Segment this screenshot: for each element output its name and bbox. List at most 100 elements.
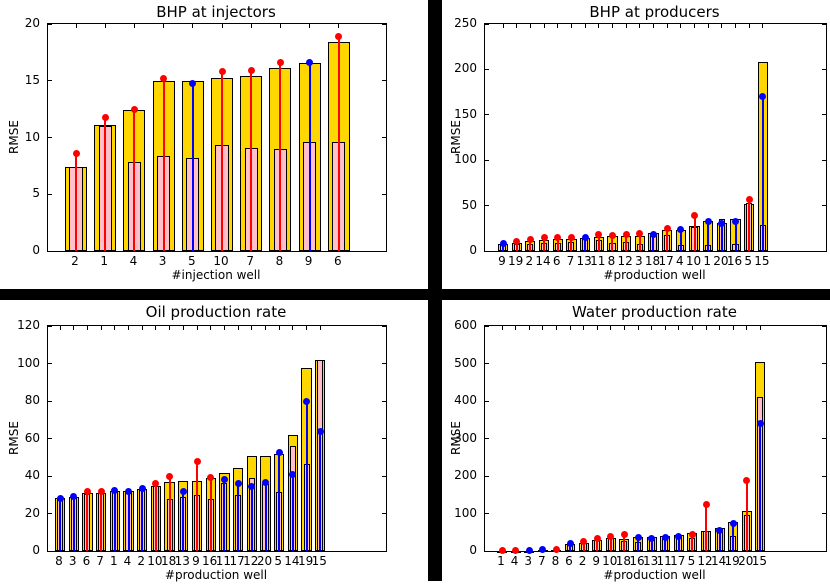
x-tick-top	[748, 24, 750, 28]
x-tick-top	[721, 24, 723, 28]
stem-line	[264, 482, 267, 551]
stem-dot	[622, 230, 630, 238]
panel-divider-horizontal	[0, 289, 830, 300]
stem-dot	[702, 500, 710, 508]
stem-dot	[675, 532, 683, 540]
stem-dot	[539, 546, 547, 554]
stem-line	[597, 234, 600, 251]
x-tick-top	[278, 326, 280, 330]
x-tick-label: 20	[256, 554, 273, 568]
y-major-tick-right	[822, 400, 826, 402]
stem-dot	[566, 539, 574, 547]
stem-dot	[289, 470, 297, 478]
x-tick-label: 7	[246, 254, 254, 268]
stem-line	[650, 538, 653, 551]
stem-dot	[525, 546, 533, 554]
stem-line	[638, 233, 641, 251]
x-tick-label: 18	[160, 554, 177, 568]
y-tick-label: 60	[24, 430, 40, 445]
stem-dot	[745, 195, 753, 203]
x-tick-label: 18	[615, 554, 632, 568]
stem-line	[625, 234, 628, 251]
y-major-tick-left	[48, 23, 52, 25]
x-tick-top	[598, 24, 600, 28]
x-tick-top	[528, 326, 530, 330]
x-tick-label: 10	[685, 254, 702, 268]
stem-line	[113, 490, 116, 551]
y-major-tick-left	[485, 550, 489, 552]
x-tick-label: 15	[751, 554, 768, 568]
stem-dot	[97, 488, 105, 496]
stem-dot	[729, 519, 737, 527]
x-tick-label: 12	[697, 554, 713, 568]
x-tick-top	[210, 326, 212, 330]
stem-line	[127, 491, 130, 551]
x-tick-label: 6	[82, 554, 91, 568]
y-tick-label: 150	[454, 106, 477, 121]
stem-dot	[276, 59, 284, 67]
x-tick-label: 11	[215, 554, 232, 568]
stem-line	[75, 153, 77, 251]
x-tick-top	[251, 326, 253, 330]
stem-line	[623, 534, 626, 551]
x-tick-label: 4	[129, 254, 138, 268]
stem-dot	[275, 449, 283, 457]
y-major-tick-right	[382, 550, 386, 552]
stem-dot	[70, 493, 78, 501]
x-tick-top	[306, 326, 308, 330]
y-major-tick-right	[382, 23, 386, 25]
stem-dot	[649, 230, 657, 238]
y-major-tick-right	[822, 68, 826, 70]
stem-dot	[567, 233, 575, 241]
y-major-tick-right	[382, 325, 386, 327]
y-major-tick-left	[48, 325, 52, 327]
y-major-tick-left	[48, 137, 52, 138]
stem-line	[732, 523, 735, 551]
stem-line	[141, 488, 144, 551]
y-tick-label: 0	[32, 543, 40, 557]
stem-line	[693, 215, 696, 251]
x-tick-label: 1	[703, 254, 711, 268]
stem-line	[515, 241, 518, 251]
y-major-tick-right	[382, 250, 386, 252]
x-axis-label: #injection well	[171, 268, 261, 282]
y-major-tick-left	[48, 513, 52, 514]
x-tick-top	[666, 24, 668, 28]
stem-dot	[335, 32, 343, 40]
x-tick-top	[59, 326, 61, 330]
stem-line	[543, 237, 546, 251]
x-tick-top	[707, 24, 709, 28]
x-tick-top	[762, 24, 764, 28]
x-tick-label: 3	[158, 254, 167, 268]
stem-line	[691, 534, 694, 551]
x-tick-label: 3	[68, 554, 77, 568]
x-tick-label: 4	[676, 254, 684, 268]
x-tick-top	[746, 326, 748, 330]
stem-line	[196, 461, 198, 551]
x-tick-label: 10	[147, 554, 163, 568]
x-tick-label: 10	[213, 254, 229, 268]
x-tick-top	[652, 24, 654, 28]
stem-dot	[540, 234, 548, 242]
y-major-tick-left	[485, 400, 489, 402]
x-tick-label: 2	[137, 554, 145, 568]
x-tick-top	[100, 326, 102, 330]
stem-dot	[691, 212, 699, 220]
stem-dot	[138, 484, 146, 492]
stem-dot	[166, 473, 174, 481]
x-tick-label: 18	[644, 254, 661, 268]
y-major-tick-left	[48, 550, 52, 552]
stem-line	[734, 221, 737, 251]
x-tick-top	[133, 24, 135, 28]
x-tick-top	[680, 24, 682, 28]
x-tick-label: 8	[551, 554, 560, 568]
stem-line	[720, 223, 723, 251]
x-axis-label: #production well	[164, 568, 268, 582]
x-tick-label: 9	[498, 254, 506, 268]
x-tick-top	[292, 326, 294, 330]
y-tick-label: 300	[454, 430, 477, 445]
x-tick-label: 8	[275, 254, 284, 268]
stem-dot	[661, 534, 669, 541]
y-tick-label: 80	[24, 393, 40, 407]
stem-dot	[218, 68, 226, 76]
